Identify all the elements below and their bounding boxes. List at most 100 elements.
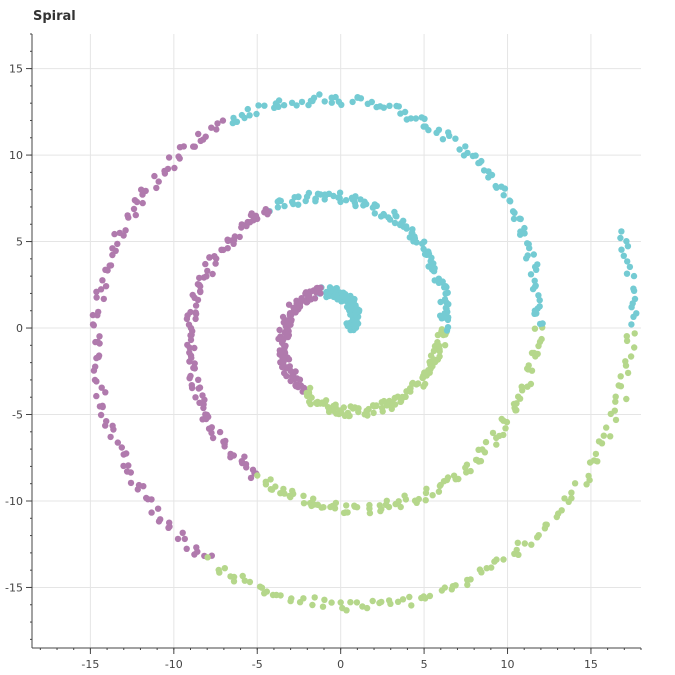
scatter-point [391,219,399,227]
scatter-point [288,311,295,318]
x-tick-label: -5 [252,658,263,671]
scatter-point [370,409,377,417]
scatter-point [295,201,302,208]
scatter-point [191,344,198,352]
scatter-point [378,404,386,412]
scatter-point [110,426,117,433]
scatter-point [406,593,413,601]
scatter-point [527,271,535,278]
scatter-point [303,193,311,200]
scatter-point [328,94,335,101]
scatter-point [290,200,297,208]
scatter-point [305,391,313,398]
scatter-point [515,551,522,558]
scatter-point [192,315,199,323]
x-tick-label: -10 [165,658,183,671]
scatter-point [134,486,141,493]
scatter-point [321,596,328,603]
scatter-point [444,324,452,331]
scatter-point [100,295,108,303]
scatter-point [292,368,299,375]
scatter-point [429,363,436,370]
scatter-point [340,404,347,411]
scatter-point [397,110,404,117]
scatter-point [202,260,209,268]
scatter-point [568,489,575,496]
scatter-point [271,104,278,112]
scatter-point [123,450,130,457]
scatter-point [133,198,141,206]
scatter-point [386,102,393,110]
scatter-point [623,395,630,403]
scatter-point [343,607,350,614]
scatter-point [437,312,444,319]
scatter-point [208,429,215,437]
scatter-point [623,270,631,277]
scatter-point [221,565,228,572]
scatter-point [192,394,199,401]
scatter-point [612,398,619,405]
scatter-point [328,99,335,106]
scatter-point [262,478,269,485]
scatter-point [631,344,638,351]
scatter-point [413,381,420,388]
scatter-point [377,507,384,515]
scatter-point [357,196,364,203]
scatter-point [209,434,217,442]
scatter-point [469,152,477,160]
scatter-point [612,393,619,400]
scatter-point [221,440,228,448]
scatter-point [366,505,373,512]
scatter-point [337,599,344,606]
scatter-point [200,274,208,281]
scatter-point [464,149,471,157]
scatter-point [188,331,195,338]
scatter-point [230,240,237,247]
scatter-point [139,191,146,198]
scatter-point [300,500,308,507]
scatter-point [303,299,310,306]
scatter-point [617,373,624,380]
scatter-point [120,232,127,239]
scatter-point [176,144,184,151]
scatter-point [503,418,511,426]
scatter-point [307,400,314,408]
scatter-point [209,270,216,278]
scatter-point [239,459,246,467]
y-tick-label: 5 [16,236,23,249]
scatter-point [89,311,97,319]
scatter-point [493,184,500,191]
scatter-point [118,444,126,451]
scatter-point [192,310,200,318]
scatter-point [200,404,207,412]
scatter-point [308,502,315,510]
x-tick-label: 10 [501,658,515,671]
scatter-point [211,253,218,260]
scatter-point [285,356,293,363]
scatter-point [130,205,138,213]
scatter-point [403,388,410,395]
y-tick-label: -15 [5,581,23,594]
scatter-point [524,366,532,373]
scatter-points [89,91,640,614]
scatter-point [195,130,202,138]
scatter-point [415,495,422,503]
scatter-point [330,402,337,410]
scatter-point [310,495,317,502]
scatter-point [535,532,542,539]
scatter-point [114,439,122,446]
scatter-point [102,389,109,396]
scatter-point [196,274,203,282]
y-tick-label: 0 [16,322,23,335]
scatter-point [531,277,538,284]
scatter-point [429,492,436,499]
scatter-point [419,374,426,381]
scatter-point [188,382,195,389]
scatter-point [186,349,193,356]
scatter-point [369,597,376,605]
scatter-point [421,380,429,388]
scatter-point [93,392,100,400]
scatter-point [322,397,330,404]
scatter-point [197,283,204,290]
